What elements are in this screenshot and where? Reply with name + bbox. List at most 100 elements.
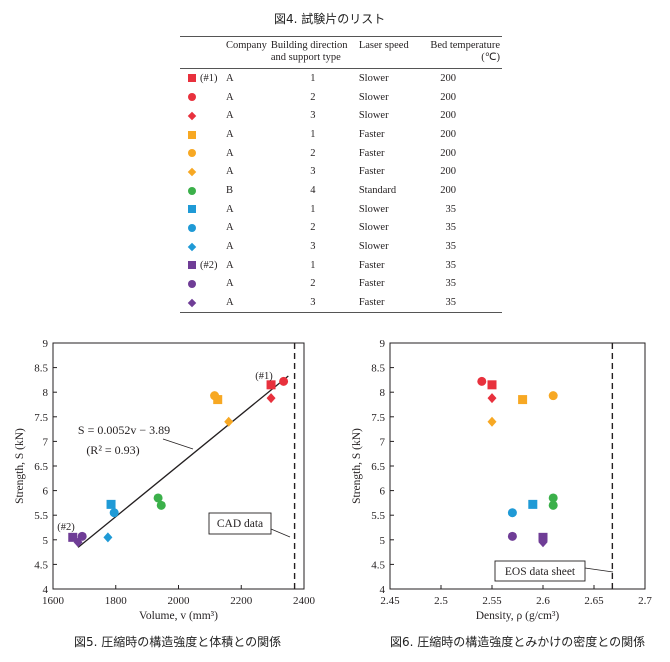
laser-cell: Slower xyxy=(358,241,389,253)
figure6-caption: 図6. 圧縮時の構造強度とみかけの密度との関係 xyxy=(390,635,646,649)
direction-cell: 2 xyxy=(310,222,316,234)
laser-cell: Faster xyxy=(358,147,385,159)
circle-data-point xyxy=(548,391,558,401)
y-tick-label: 6 xyxy=(43,486,49,498)
square-marker-icon xyxy=(188,205,196,214)
figure5-caption: 図5. 圧縮時の構造強度と体積との関係 xyxy=(74,635,282,649)
circle-data-point xyxy=(109,508,119,518)
marker-cell xyxy=(180,275,224,294)
marker-cell xyxy=(180,181,224,200)
y-tick-label: 5 xyxy=(43,535,49,547)
square-data-point xyxy=(487,380,497,390)
square-data-point xyxy=(213,395,223,405)
table-header-row: Company Building direction and support t… xyxy=(180,36,502,69)
table-row: A 2 Slower 200 xyxy=(180,88,502,107)
circle-marker-icon xyxy=(188,280,196,288)
y-tick-label: 9 xyxy=(380,338,386,350)
x-axis-label: Volume, v (mm³) xyxy=(139,610,218,622)
laser-cell: Faster xyxy=(356,293,423,313)
bed-header-line1: Bed temperature xyxy=(430,40,500,51)
table-row: A 2 Faster 200 xyxy=(180,144,502,163)
x-tick-label: 1800 xyxy=(105,595,128,607)
bed-cell: 35 xyxy=(445,222,457,234)
diamond-data-point xyxy=(538,537,548,548)
bed-cell: 200 xyxy=(440,166,456,178)
diamond-data-point xyxy=(103,532,113,543)
x-tick-label: 2.6 xyxy=(536,595,550,607)
square-marker-icon xyxy=(188,261,196,270)
direction-header: Building direction and support type xyxy=(268,36,357,69)
direction-cell: 4 xyxy=(310,184,316,196)
laser-cell: Faster xyxy=(358,128,385,140)
bed-cell: 35 xyxy=(422,293,502,313)
diamond-data-point xyxy=(73,537,83,548)
marker-cell xyxy=(180,144,224,163)
laser-cell: Slower xyxy=(358,222,389,234)
bed-cell: 200 xyxy=(440,110,456,122)
marker-header xyxy=(180,36,224,69)
diamond-data-point xyxy=(487,393,497,404)
bed-cell: 200 xyxy=(440,184,456,196)
regression-line xyxy=(77,375,289,548)
y-tick-label: 8.5 xyxy=(34,363,48,375)
x-tick-label: 2000 xyxy=(168,595,191,607)
bed-header-line2: (℃) xyxy=(481,52,500,63)
direction-cell: 1 xyxy=(310,259,316,271)
bed-header: Bed temperature (℃) xyxy=(422,36,502,69)
diamond-marker-icon xyxy=(187,111,197,121)
circle-marker-icon xyxy=(188,186,196,195)
y-tick-label: 8 xyxy=(43,387,49,399)
table-row: A 3 Faster 200 xyxy=(180,162,502,181)
company-cell: A xyxy=(226,259,234,271)
regression-equation: S = 0.0052v − 3.89 xyxy=(78,423,170,437)
table-row: (#2) A 1 Faster 35 xyxy=(180,256,502,275)
y-tick-label: 7.5 xyxy=(371,412,385,424)
direction-cell: 2 xyxy=(310,147,316,159)
y-tick-label: 6.5 xyxy=(34,461,48,473)
circle-data-point xyxy=(548,493,558,503)
y-tick-label: 5.5 xyxy=(34,510,48,522)
y-tick-label: 4.5 xyxy=(371,559,385,571)
cad-data-callout-box xyxy=(208,512,272,535)
bed-cell: 200 xyxy=(440,147,456,159)
bed-cell: 200 xyxy=(440,91,456,103)
circle-marker-icon xyxy=(188,223,196,232)
circle-data-point xyxy=(507,508,517,518)
circle-data-point xyxy=(477,376,487,386)
direction-header-line1: Building direction xyxy=(270,40,348,51)
y-tick-label: 6.5 xyxy=(371,461,385,473)
circle-data-point xyxy=(210,391,220,401)
r-squared-label: (R² = 0.93) xyxy=(86,443,139,457)
marker-cell xyxy=(180,200,224,219)
table-row: A 3 Slower 200 xyxy=(180,106,502,125)
company-cell: A xyxy=(226,166,234,178)
marker-cell xyxy=(180,162,224,181)
laser-cell: Slower xyxy=(358,203,389,215)
point-label-1: (#1) xyxy=(255,371,273,382)
diamond-data-point xyxy=(224,416,234,427)
circle-marker-icon xyxy=(188,149,196,158)
square-marker-icon xyxy=(188,130,196,139)
equation-leader-line xyxy=(162,438,194,450)
table-row: A 1 Slower 35 xyxy=(180,200,502,219)
direction-cell: 1 xyxy=(310,203,316,215)
company-cell: A xyxy=(226,147,234,159)
square-data-point xyxy=(106,499,116,509)
y-tick-label: 6 xyxy=(380,486,386,498)
y-tick-label: 7.5 xyxy=(34,412,48,424)
company-cell: A xyxy=(224,293,269,313)
diamond-marker-icon xyxy=(187,298,197,307)
laser-cell: Faster xyxy=(358,166,385,178)
y-tick-label: 8 xyxy=(380,387,386,399)
marker-cell xyxy=(180,219,224,238)
circle-data-point xyxy=(153,493,163,503)
cad-data-leader-line xyxy=(270,528,291,538)
square-data-point xyxy=(68,532,78,542)
direction-header-line2: and support type xyxy=(270,52,341,63)
y-tick-label: 4 xyxy=(380,584,386,596)
eos-data-leader-line xyxy=(584,567,614,573)
marker-cell xyxy=(180,106,224,125)
direction-cell: 3 xyxy=(310,241,316,253)
x-axis-label: Density, ρ (g/cm³) xyxy=(476,610,560,622)
table-row: A 2 Slower 35 xyxy=(180,219,502,238)
